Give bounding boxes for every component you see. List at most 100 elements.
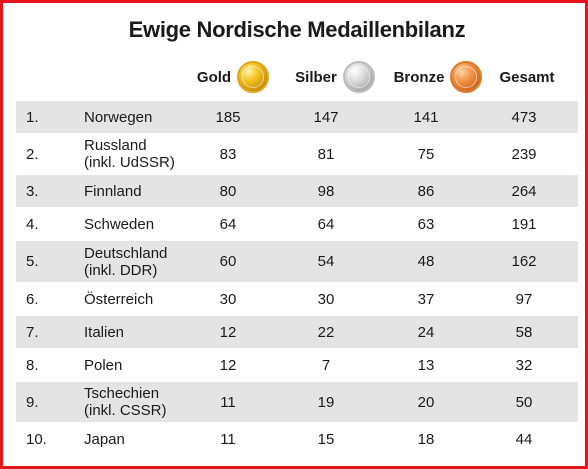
table-row: 3. Finnland 80 98 86 264: [16, 174, 578, 207]
bronze-count: 86: [417, 182, 435, 200]
gesamt-count: 32: [515, 356, 533, 374]
country-name-block: Tschechien (inkl. CSSR): [84, 385, 167, 419]
table-header: Gold Silber Bronze Gesamt: [3, 59, 588, 95]
column-label-gesamt: Gesamt: [499, 68, 555, 86]
country-name: Italien: [84, 323, 125, 341]
country-cell: Tschechien (inkl. CSSR): [84, 382, 214, 422]
bronze-count: 24: [417, 323, 435, 341]
silber-count: 54: [317, 253, 335, 270]
rank-cell: 7.: [26, 323, 39, 341]
column-header-gold: Gold: [183, 59, 283, 95]
country-name-block: Russland (inkl. UdSSR): [84, 137, 175, 171]
silber-count: 81: [317, 145, 335, 163]
country-name: Deutschland: [84, 244, 168, 262]
country-name-block: Italien: [84, 324, 124, 341]
bronze-count: 13: [417, 356, 435, 374]
silber-count: 19: [317, 393, 335, 411]
silber-count: 7: [321, 356, 331, 374]
rank-cell: 5.: [26, 253, 39, 270]
table-row: 5. Deutschland (inkl. DDR) 60 54 48 162: [16, 240, 578, 282]
bronze-count: 20: [417, 393, 435, 411]
table-row: 2. Russland (inkl. UdSSR) 83 81 75 239: [16, 133, 578, 174]
country-cell: Schweden: [84, 208, 214, 240]
column-label-gold: Gold: [196, 68, 232, 86]
country-name: Polen: [84, 356, 123, 374]
gold-count: 11: [220, 393, 236, 411]
gold-count: 80: [219, 182, 237, 200]
silber-count: 98: [317, 182, 335, 200]
gesamt-count: 44: [515, 430, 533, 448]
country-name: Russland: [84, 137, 147, 154]
rank-cell: 1.: [26, 108, 39, 126]
gold-count: 30: [219, 290, 237, 308]
column-header-silber: Silber: [285, 59, 385, 95]
silber-count: 30: [317, 290, 335, 308]
medal-table: 1. Norwegen 185 147 141 473 2. Russland (inkl. U…: [16, 100, 578, 455]
column-label-silber: Silber: [295, 68, 337, 86]
rank-cell: 8.: [26, 356, 39, 374]
country-name-block: Japan: [84, 431, 125, 448]
bronze-medal-icon: [450, 61, 483, 93]
country-note: (inkl. DDR): [84, 261, 158, 279]
silber-count: 147: [313, 108, 339, 126]
gesamt-count: 162: [511, 253, 537, 270]
column-label-bronze: Bronze: [393, 68, 445, 86]
country-name: Norwegen: [84, 108, 153, 126]
table-row: 1. Norwegen 185 147 141 473: [16, 100, 578, 133]
country-cell: Japan: [84, 423, 214, 455]
bronze-count: 37: [417, 290, 435, 308]
column-header-gesamt: Gesamt: [487, 59, 567, 95]
table-row: 10. Japan 11 15 18 44: [16, 422, 578, 455]
country-cell: Norwegen: [84, 101, 214, 133]
table-row: 6. Österreich 30 30 37 97: [16, 282, 578, 315]
country-name: Finnland: [84, 182, 142, 200]
silber-count: 64: [317, 215, 335, 233]
country-name-block: Finnland: [84, 183, 142, 200]
rank-cell: 2.: [26, 145, 39, 163]
country-name: Österreich: [84, 290, 154, 308]
bronze-count: 63: [417, 215, 435, 233]
country-name: Schweden: [84, 215, 155, 233]
country-cell: Italien: [84, 316, 214, 348]
bronze-count: 48: [417, 253, 435, 270]
rank-cell: 10.: [26, 430, 47, 448]
country-name-block: Polen: [84, 357, 122, 374]
gesamt-count: 473: [511, 108, 537, 126]
table-row: 4. Schweden 64 64 63 191: [16, 207, 578, 240]
country-cell: Polen: [84, 349, 214, 381]
gold-count: 12: [219, 323, 237, 341]
gesamt-count: 239: [511, 145, 537, 163]
gold-count: 83: [219, 145, 237, 163]
table-row: 8. Polen 12 7 13 32: [16, 348, 578, 381]
gesamt-count: 97: [515, 290, 533, 308]
gold-count: 185: [215, 108, 241, 126]
country-name-block: Österreich: [84, 291, 153, 308]
silber-count: 15: [317, 430, 335, 448]
silber-count: 22: [317, 323, 335, 341]
silver-medal-icon: [342, 61, 375, 93]
table-row: 9. Tschechien (inkl. CSSR) 11 19 20 50: [16, 381, 578, 422]
column-header-bronze: Bronze: [388, 59, 488, 95]
rank-cell: 6.: [26, 290, 39, 308]
country-name: Tschechien: [84, 385, 160, 402]
table-row: 7. Italien 12 22 24 58: [16, 315, 578, 348]
country-cell: Finnland: [84, 175, 214, 207]
gold-count: 12: [219, 356, 237, 374]
gold-count: 64: [219, 215, 237, 233]
bronze-count: 75: [417, 145, 435, 163]
gesamt-count: 50: [515, 393, 533, 411]
country-cell: Deutschland (inkl. DDR): [84, 241, 214, 282]
country-cell: Österreich: [84, 283, 214, 315]
country-note: (inkl. UdSSR): [84, 154, 175, 171]
gold-count: 11: [220, 430, 236, 448]
country-name-block: Schweden: [84, 216, 154, 233]
gesamt-count: 58: [515, 323, 533, 341]
gesamt-count: 191: [511, 215, 537, 233]
country-name-block: Norwegen: [84, 109, 152, 126]
bronze-count: 141: [413, 108, 439, 126]
country-note: (inkl. CSSR): [84, 402, 167, 419]
rank-cell: 3.: [26, 182, 39, 200]
rank-cell: 4.: [26, 215, 39, 233]
gesamt-count: 264: [511, 182, 537, 200]
